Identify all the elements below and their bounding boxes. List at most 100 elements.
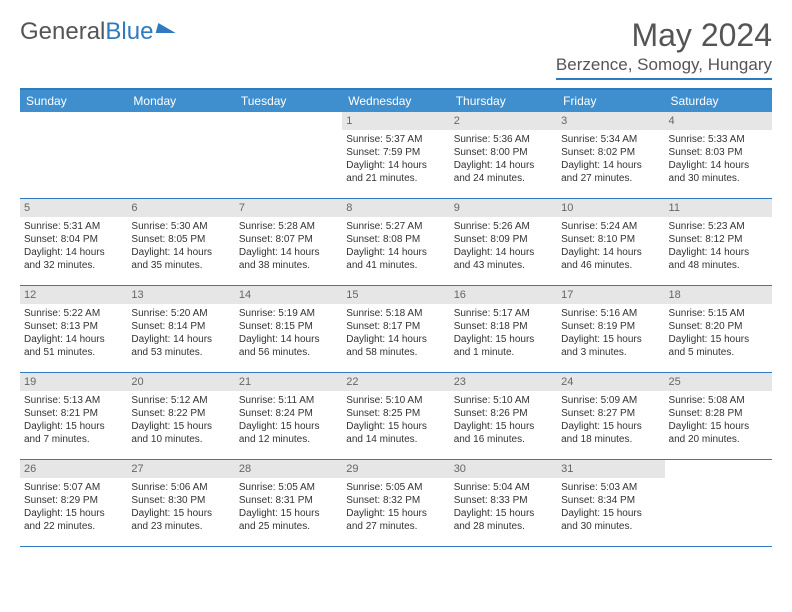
daylight-line: Daylight: 15 hours [561,507,660,520]
daylight-line: Daylight: 14 hours [561,246,660,259]
day-cell: 30Sunrise: 5:04 AMSunset: 8:33 PMDayligh… [450,460,557,546]
sunset-line: Sunset: 8:02 PM [561,146,660,159]
daylight-line: and 41 minutes. [346,259,445,272]
day-cell: 25Sunrise: 5:08 AMSunset: 8:28 PMDayligh… [665,373,772,459]
daylight-line: Daylight: 15 hours [346,507,445,520]
daylight-line: Daylight: 14 hours [346,246,445,259]
day-cell: 7Sunrise: 5:28 AMSunset: 8:07 PMDaylight… [235,199,342,285]
day-of-week-header: Sunday Monday Tuesday Wednesday Thursday… [20,90,772,112]
day-number: 15 [342,286,449,304]
day-number: 18 [665,286,772,304]
week-row: 19Sunrise: 5:13 AMSunset: 8:21 PMDayligh… [20,373,772,460]
day-number: 20 [127,373,234,391]
month-title: May 2024 [556,18,772,53]
sunset-line: Sunset: 8:25 PM [346,407,445,420]
sunset-line: Sunset: 8:31 PM [239,494,338,507]
daylight-line: and 10 minutes. [131,433,230,446]
day-cell: 27Sunrise: 5:06 AMSunset: 8:30 PMDayligh… [127,460,234,546]
daylight-line: and 21 minutes. [346,172,445,185]
day-cell: 26Sunrise: 5:07 AMSunset: 8:29 PMDayligh… [20,460,127,546]
sunset-line: Sunset: 8:17 PM [346,320,445,333]
daylight-line: and 28 minutes. [454,520,553,533]
sunset-line: Sunset: 8:22 PM [131,407,230,420]
week-row: 26Sunrise: 5:07 AMSunset: 8:29 PMDayligh… [20,460,772,547]
day-number: 24 [557,373,664,391]
daylight-line: Daylight: 14 hours [131,246,230,259]
location-subtitle: Berzence, Somogy, Hungary [556,55,772,80]
sunset-line: Sunset: 8:09 PM [454,233,553,246]
day-cell [665,460,772,546]
sunrise-line: Sunrise: 5:16 AM [561,307,660,320]
logo-text-part2: Blue [105,18,153,45]
week-row: 12Sunrise: 5:22 AMSunset: 8:13 PMDayligh… [20,286,772,373]
sunset-line: Sunset: 8:32 PM [346,494,445,507]
daylight-line: and 16 minutes. [454,433,553,446]
daylight-line: Daylight: 15 hours [454,420,553,433]
day-cell: 1Sunrise: 5:37 AMSunset: 7:59 PMDaylight… [342,112,449,198]
sunrise-line: Sunrise: 5:23 AM [669,220,768,233]
sunrise-line: Sunrise: 5:37 AM [346,133,445,146]
daylight-line: and 23 minutes. [131,520,230,533]
daylight-line: and 51 minutes. [24,346,123,359]
daylight-line: and 12 minutes. [239,433,338,446]
sunset-line: Sunset: 8:03 PM [669,146,768,159]
day-cell: 24Sunrise: 5:09 AMSunset: 8:27 PMDayligh… [557,373,664,459]
sunset-line: Sunset: 8:04 PM [24,233,123,246]
daylight-line: Daylight: 15 hours [669,420,768,433]
daylight-line: Daylight: 15 hours [131,507,230,520]
daylight-line: and 38 minutes. [239,259,338,272]
daylight-line: and 30 minutes. [561,520,660,533]
daylight-line: Daylight: 15 hours [24,507,123,520]
sunset-line: Sunset: 8:07 PM [239,233,338,246]
day-cell: 12Sunrise: 5:22 AMSunset: 8:13 PMDayligh… [20,286,127,372]
sunset-line: Sunset: 8:12 PM [669,233,768,246]
day-cell: 6Sunrise: 5:30 AMSunset: 8:05 PMDaylight… [127,199,234,285]
daylight-line: and 56 minutes. [239,346,338,359]
daylight-line: and 3 minutes. [561,346,660,359]
dow-sunday: Sunday [20,90,127,112]
day-number: 23 [450,373,557,391]
sunrise-line: Sunrise: 5:24 AM [561,220,660,233]
day-number: 27 [127,460,234,478]
day-cell [20,112,127,198]
day-cell: 31Sunrise: 5:03 AMSunset: 8:34 PMDayligh… [557,460,664,546]
dow-friday: Friday [557,90,664,112]
day-cell: 22Sunrise: 5:10 AMSunset: 8:25 PMDayligh… [342,373,449,459]
logo: GeneralBlue [20,18,177,46]
daylight-line: and 43 minutes. [454,259,553,272]
sunrise-line: Sunrise: 5:31 AM [24,220,123,233]
logo-text-part1: General [20,18,105,45]
daylight-line: Daylight: 14 hours [454,246,553,259]
sunrise-line: Sunrise: 5:03 AM [561,481,660,494]
daylight-line: Daylight: 15 hours [24,420,123,433]
daylight-line: Daylight: 14 hours [24,333,123,346]
sunset-line: Sunset: 8:08 PM [346,233,445,246]
day-cell: 4Sunrise: 5:33 AMSunset: 8:03 PMDaylight… [665,112,772,198]
sunset-line: Sunset: 8:18 PM [454,320,553,333]
daylight-line: and 58 minutes. [346,346,445,359]
day-cell: 16Sunrise: 5:17 AMSunset: 8:18 PMDayligh… [450,286,557,372]
day-number: 22 [342,373,449,391]
daylight-line: Daylight: 14 hours [454,159,553,172]
dow-wednesday: Wednesday [342,90,449,112]
sunset-line: Sunset: 8:27 PM [561,407,660,420]
daylight-line: and 48 minutes. [669,259,768,272]
sunrise-line: Sunrise: 5:04 AM [454,481,553,494]
day-number: 8 [342,199,449,217]
sunrise-line: Sunrise: 5:13 AM [24,394,123,407]
day-cell: 23Sunrise: 5:10 AMSunset: 8:26 PMDayligh… [450,373,557,459]
day-number: 26 [20,460,127,478]
daylight-line: and 53 minutes. [131,346,230,359]
daylight-line: and 24 minutes. [454,172,553,185]
daylight-line: Daylight: 14 hours [131,333,230,346]
sunrise-line: Sunrise: 5:10 AM [346,394,445,407]
sunrise-line: Sunrise: 5:33 AM [669,133,768,146]
week-row: 5Sunrise: 5:31 AMSunset: 8:04 PMDaylight… [20,199,772,286]
sunset-line: Sunset: 8:33 PM [454,494,553,507]
week-row: 1Sunrise: 5:37 AMSunset: 7:59 PMDaylight… [20,112,772,199]
day-cell: 10Sunrise: 5:24 AMSunset: 8:10 PMDayligh… [557,199,664,285]
sunset-line: Sunset: 8:29 PM [24,494,123,507]
sunset-line: Sunset: 8:05 PM [131,233,230,246]
daylight-line: Daylight: 14 hours [346,333,445,346]
sunrise-line: Sunrise: 5:10 AM [454,394,553,407]
